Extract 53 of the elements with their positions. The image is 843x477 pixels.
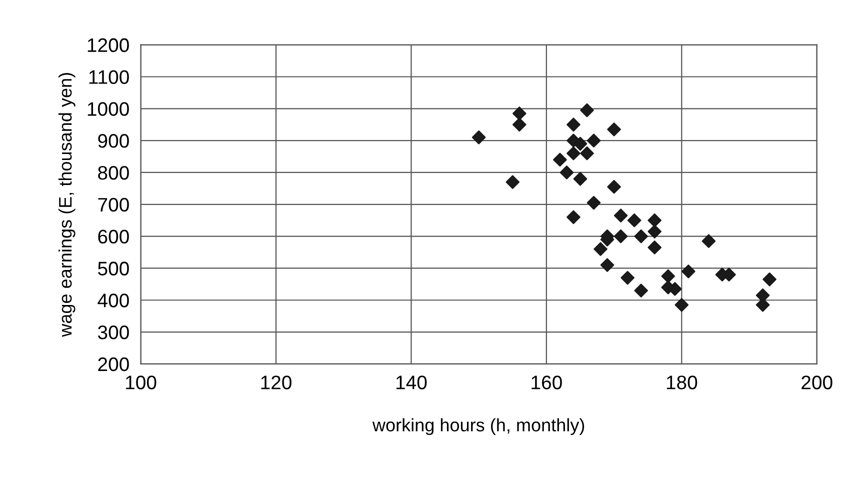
point bbox=[648, 224, 662, 238]
x-tick-label: 140 bbox=[396, 376, 427, 390]
point bbox=[702, 234, 716, 248]
y-tick-label: 300 bbox=[98, 326, 129, 340]
point bbox=[648, 240, 662, 254]
point bbox=[553, 152, 567, 167]
point bbox=[594, 242, 608, 256]
point bbox=[682, 264, 696, 278]
point bbox=[661, 269, 676, 284]
x-tick-label: 120 bbox=[261, 376, 292, 390]
y-tick-label: 700 bbox=[98, 198, 129, 212]
point bbox=[573, 136, 588, 151]
point bbox=[566, 210, 580, 224]
x-axis-title: working hours (h, monthly) bbox=[372, 418, 584, 436]
point bbox=[634, 229, 648, 244]
point bbox=[560, 166, 574, 180]
y-tick-label: 900 bbox=[98, 134, 129, 148]
y-tick-label: 800 bbox=[98, 166, 129, 180]
point bbox=[580, 103, 594, 118]
point bbox=[614, 208, 628, 222]
point bbox=[506, 175, 520, 189]
y-tick-label: 1000 bbox=[88, 102, 129, 116]
y-tick-label: 200 bbox=[98, 357, 129, 372]
x-tick-label: 180 bbox=[666, 376, 698, 390]
y-tick-label: 1100 bbox=[89, 70, 129, 84]
point bbox=[566, 118, 580, 132]
point bbox=[573, 172, 588, 186]
point bbox=[512, 118, 526, 132]
x-tick-label: 160 bbox=[532, 376, 562, 390]
point bbox=[614, 229, 628, 244]
x-tick-label: 200 bbox=[802, 376, 832, 390]
x-tick-label: 100 bbox=[126, 376, 156, 390]
point bbox=[600, 258, 614, 272]
point bbox=[566, 146, 580, 160]
y-tick-label: 600 bbox=[98, 230, 129, 244]
point bbox=[586, 196, 601, 210]
y-tick-label: 1200 bbox=[88, 38, 129, 52]
point bbox=[756, 298, 770, 312]
point bbox=[607, 180, 621, 194]
point bbox=[634, 284, 648, 298]
point bbox=[674, 298, 689, 312]
point bbox=[472, 130, 486, 144]
point bbox=[762, 272, 776, 286]
point bbox=[586, 134, 601, 148]
point bbox=[607, 122, 621, 136]
point bbox=[580, 146, 594, 160]
y-axis-title: wage earnings (E, thousand yen) bbox=[58, 73, 76, 337]
point bbox=[512, 106, 526, 120]
point bbox=[648, 213, 662, 228]
point bbox=[627, 213, 642, 228]
y-tick-label: 500 bbox=[98, 262, 129, 276]
y-tick-label: 400 bbox=[98, 294, 129, 308]
point bbox=[620, 270, 634, 285]
